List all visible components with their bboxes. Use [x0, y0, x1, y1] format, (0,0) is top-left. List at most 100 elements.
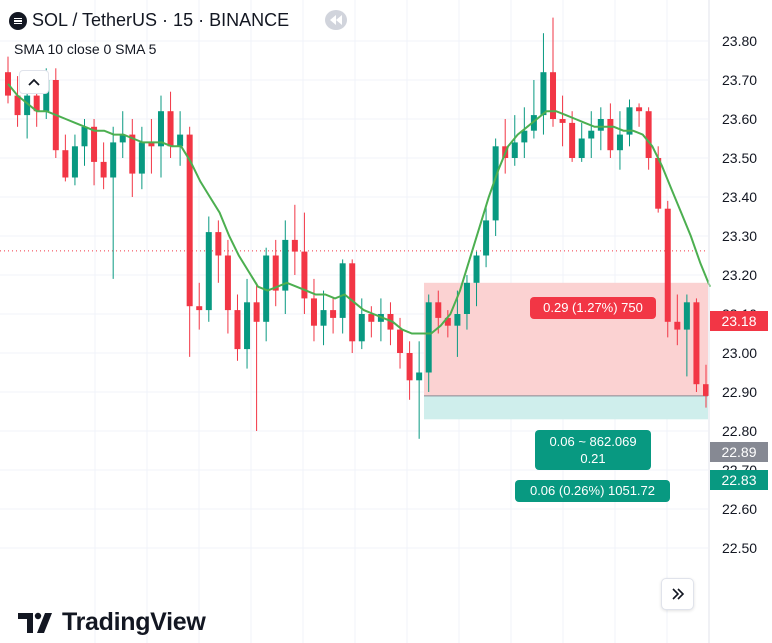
entry-price-tag: 22.89	[710, 442, 768, 462]
candle-body	[100, 161, 107, 178]
candle-body	[607, 119, 614, 151]
y-tick-label: 23.30	[722, 228, 757, 244]
candle-body	[655, 158, 662, 209]
candle	[215, 220, 222, 283]
candle	[511, 115, 518, 166]
y-tick-label: 23.40	[722, 189, 757, 205]
candle-body	[157, 111, 164, 147]
candle	[674, 294, 681, 346]
candle	[387, 302, 394, 346]
candle	[62, 134, 69, 182]
candle-body	[597, 119, 604, 131]
candle	[454, 290, 461, 357]
candle-body	[148, 142, 155, 147]
take-profit-zone[interactable]	[424, 395, 708, 420]
tradingview-logo-icon	[18, 612, 52, 633]
stop-loss-label[interactable]: 0.29 (1.27%) 750	[530, 297, 656, 319]
candle-body	[349, 263, 356, 342]
candle-body	[693, 302, 700, 385]
tradingview-brand[interactable]: TradingView	[18, 608, 206, 637]
sma-line	[7, 83, 711, 335]
candle	[234, 294, 241, 361]
rewind-icon[interactable]	[325, 10, 347, 30]
indicator-legend[interactable]: SMA 10 close 0 SMA 5	[14, 41, 157, 57]
candle	[14, 76, 21, 127]
candle-body	[358, 314, 365, 342]
candle-body	[444, 317, 451, 326]
candle	[397, 317, 404, 369]
candle-body	[5, 72, 11, 96]
candle	[588, 111, 595, 158]
candle-body	[578, 138, 585, 158]
candle-body	[636, 107, 643, 112]
candle	[559, 95, 566, 147]
candle	[473, 251, 480, 307]
candle	[263, 247, 270, 342]
candle	[530, 80, 537, 139]
chevron-up-icon	[28, 78, 40, 86]
chevron-double-right-icon	[671, 588, 684, 600]
candle	[463, 275, 470, 330]
candle	[703, 364, 709, 408]
candle-body	[397, 329, 404, 353]
candle-body	[234, 310, 241, 350]
candle-body	[616, 134, 623, 151]
candle-body	[406, 353, 413, 381]
candle-body	[511, 142, 518, 158]
candle	[71, 134, 78, 186]
y-tick-label: 22.90	[722, 384, 757, 400]
candle	[636, 103, 643, 127]
collapse-legend-button[interactable]	[19, 70, 49, 94]
candle-body	[569, 122, 576, 158]
candle-body	[674, 321, 681, 330]
candle	[138, 126, 145, 190]
take-profit-label[interactable]: 0.06 (0.26%) 1051.72	[515, 480, 670, 502]
candle	[167, 91, 174, 158]
candle	[177, 111, 184, 166]
candle-body	[263, 255, 270, 322]
candle	[435, 290, 442, 334]
candle	[377, 298, 384, 342]
candle-body	[272, 255, 279, 291]
candle-body	[645, 111, 652, 158]
candle	[272, 239, 279, 307]
y-tick-label: 23.50	[722, 150, 757, 166]
position-info-box[interactable]: 0.06 ~ 862.069 0.21	[535, 430, 651, 470]
price-axis[interactable]: 23.8023.7023.6023.5023.4023.3023.2023.10…	[708, 0, 757, 643]
candle-body	[320, 310, 327, 326]
candle-body	[215, 232, 222, 256]
candle-body	[473, 255, 480, 283]
candle	[616, 111, 623, 170]
candle	[349, 259, 356, 353]
candle-body	[454, 314, 461, 326]
menu-icon[interactable]	[9, 12, 27, 30]
candle	[224, 239, 231, 334]
candle-body	[167, 111, 174, 147]
candle	[330, 298, 337, 334]
y-tick-label: 23.00	[722, 345, 757, 361]
candle	[368, 306, 375, 338]
candle-body	[435, 302, 442, 318]
candle-body	[244, 302, 251, 350]
candle-body	[177, 134, 184, 147]
candle	[483, 204, 490, 268]
candle-body	[368, 314, 375, 322]
symbol-title[interactable]: SOL / TetherUS · 15 · BINANCE	[32, 10, 290, 30]
candle-body	[626, 107, 633, 135]
candle-body	[119, 134, 126, 143]
scroll-to-realtime-button[interactable]	[661, 578, 694, 610]
candles	[5, 17, 709, 439]
candle	[110, 126, 117, 279]
y-tick-label: 22.50	[722, 540, 757, 556]
candle-body	[559, 119, 566, 123]
candle	[301, 212, 308, 314]
candle	[129, 119, 136, 197]
candle-body	[71, 146, 78, 178]
target-price-tag: 22.83	[710, 470, 768, 490]
candle	[339, 259, 346, 334]
candle-body	[33, 95, 40, 112]
candle	[645, 107, 652, 170]
candle	[358, 298, 365, 350]
